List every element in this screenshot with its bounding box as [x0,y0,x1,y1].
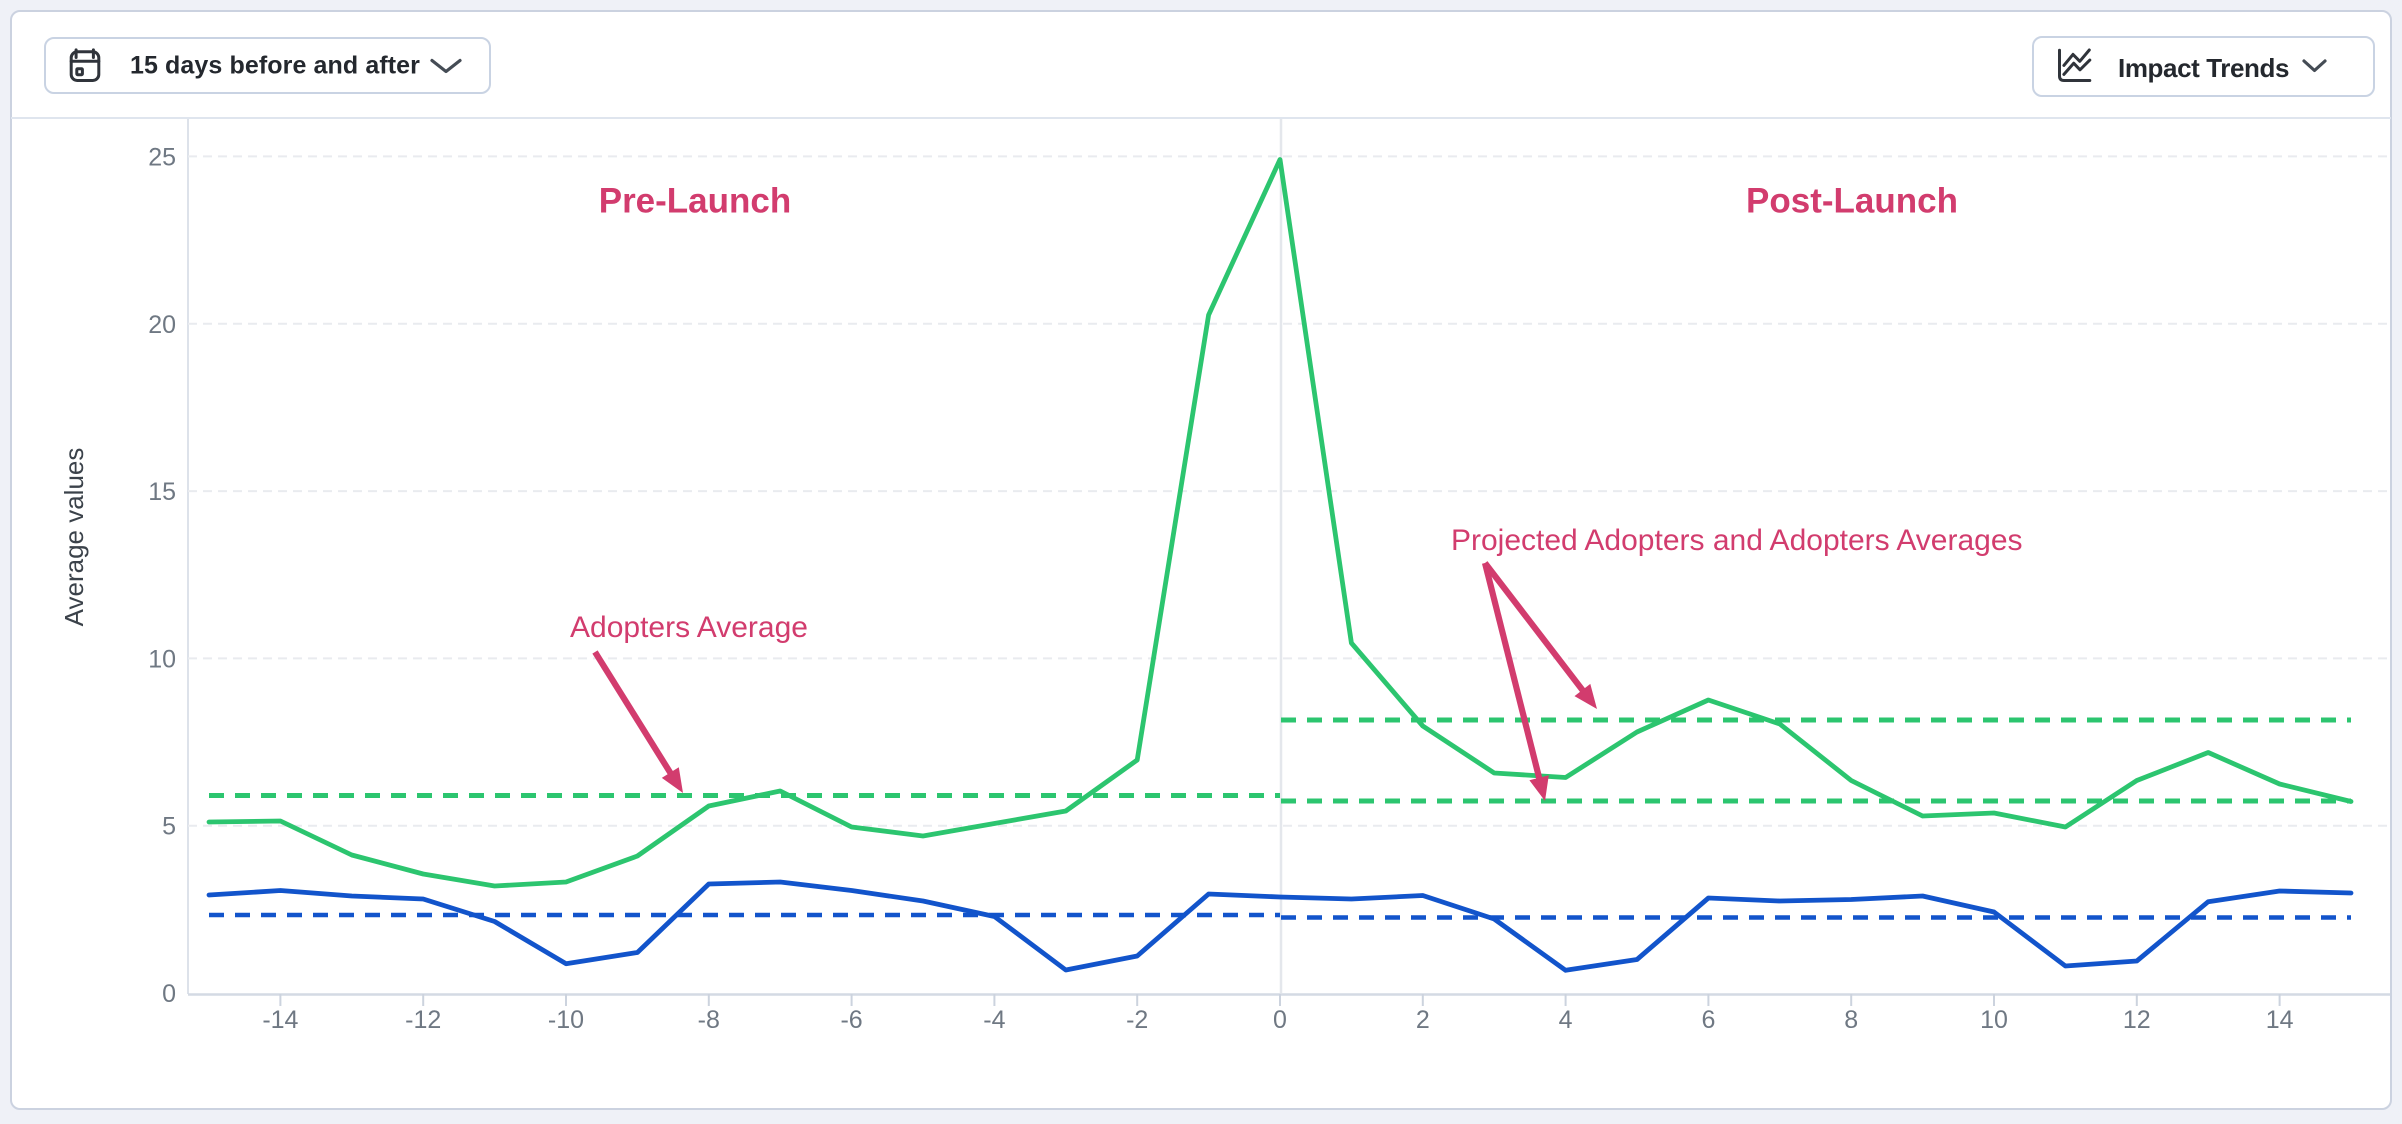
svg-text:Average values: Average values [59,448,89,627]
svg-text:Impact Trends: Impact Trends [2118,53,2289,83]
svg-text:20: 20 [148,311,176,339]
svg-text:-8: -8 [698,1006,720,1034]
svg-text:Projected Adopters and Adopter: Projected Adopters and Adopters Averages [1451,524,2023,557]
svg-text:10: 10 [148,645,176,673]
svg-text:10: 10 [1980,1006,2008,1034]
svg-text:15: 15 [148,478,176,506]
svg-text:0: 0 [1273,1006,1287,1034]
svg-text:4: 4 [1559,1006,1573,1034]
svg-text:-2: -2 [1126,1006,1148,1034]
svg-text:2: 2 [1416,1006,1430,1034]
svg-text:5: 5 [162,813,176,841]
svg-text:12: 12 [2123,1006,2151,1034]
svg-text:6: 6 [1701,1006,1715,1034]
svg-text:Adopters Average: Adopters Average [570,611,808,644]
svg-text:8: 8 [1844,1006,1858,1034]
svg-text:0: 0 [162,980,176,1008]
svg-text:Pre-Launch: Pre-Launch [599,182,792,221]
svg-text:14: 14 [2266,1006,2294,1034]
svg-text:-12: -12 [405,1006,441,1034]
svg-text:Post-Launch: Post-Launch [1746,182,1958,221]
svg-text:-6: -6 [840,1006,862,1034]
svg-text:-14: -14 [262,1006,298,1034]
svg-text:-4: -4 [983,1006,1005,1034]
svg-text:15 days before and after: 15 days before and after [130,52,420,80]
svg-text:-10: -10 [548,1006,584,1034]
svg-text:25: 25 [148,143,176,171]
